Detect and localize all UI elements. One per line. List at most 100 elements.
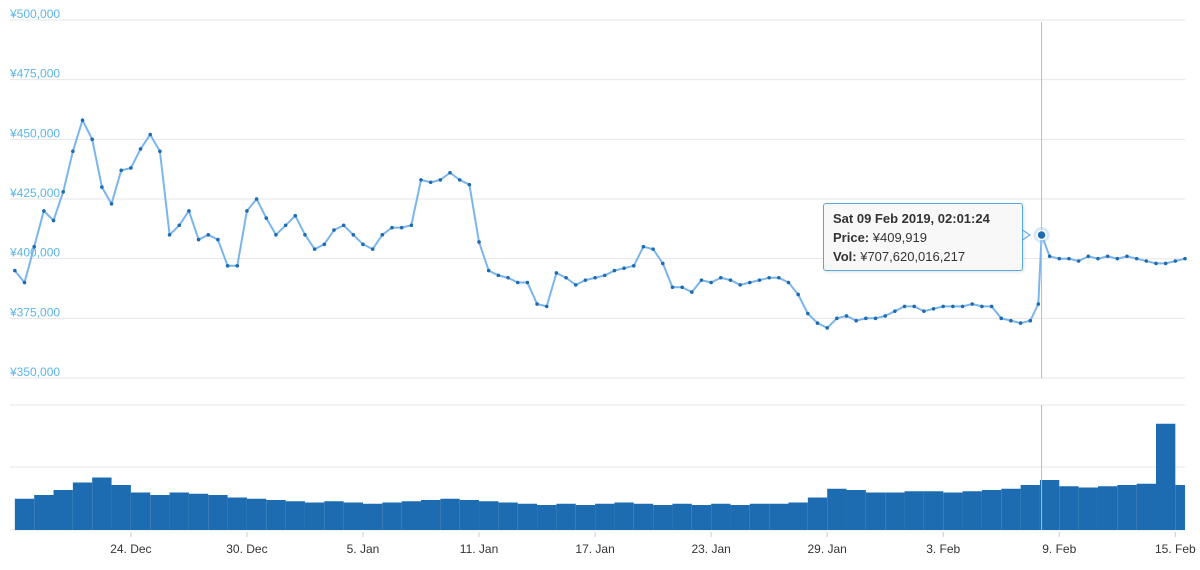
price-point[interactable] <box>1086 254 1091 259</box>
price-point[interactable] <box>864 316 868 321</box>
price-point[interactable] <box>680 285 684 290</box>
volume-bar[interactable] <box>479 501 499 530</box>
price-point[interactable] <box>264 216 269 220</box>
volume-bar[interactable] <box>1155 423 1176 530</box>
price-point[interactable] <box>1096 256 1100 261</box>
price-point[interactable] <box>1144 259 1149 263</box>
volume-bar[interactable] <box>1001 488 1021 530</box>
price-point[interactable] <box>61 190 65 194</box>
price-point[interactable] <box>960 304 965 309</box>
volume-bar[interactable] <box>556 503 576 530</box>
volume-bar[interactable] <box>865 492 886 531</box>
price-point[interactable] <box>283 223 288 228</box>
price-point[interactable] <box>728 278 733 282</box>
price-point[interactable] <box>835 316 839 321</box>
volume-bar[interactable] <box>730 505 750 530</box>
price-point[interactable] <box>651 247 655 251</box>
price-point[interactable] <box>631 264 636 268</box>
price-point[interactable] <box>390 225 394 230</box>
volume-bar[interactable] <box>324 501 344 530</box>
price-point[interactable] <box>912 304 917 309</box>
volume-bar[interactable] <box>92 477 112 531</box>
volume-bar[interactable] <box>440 498 460 530</box>
price-point[interactable] <box>486 268 491 273</box>
price-point[interactable] <box>873 316 878 321</box>
price-point[interactable] <box>370 247 375 251</box>
price-point[interactable] <box>612 268 617 273</box>
price-point[interactable] <box>129 166 133 170</box>
price-point[interactable] <box>148 132 153 137</box>
price-point[interactable] <box>922 309 926 313</box>
price-point[interactable] <box>1154 261 1158 266</box>
volume-bar[interactable] <box>1117 485 1137 530</box>
volume-bar[interactable] <box>653 505 673 530</box>
price-point[interactable] <box>380 233 385 237</box>
price-point[interactable] <box>1115 256 1120 261</box>
price-point[interactable] <box>1067 256 1071 261</box>
volume-bar[interactable] <box>169 492 189 531</box>
price-point[interactable] <box>515 280 520 285</box>
price-point[interactable] <box>796 292 800 297</box>
volume-bar[interactable] <box>788 502 808 531</box>
price-point[interactable] <box>167 233 172 237</box>
volume-bar[interactable] <box>401 501 422 530</box>
price-point[interactable] <box>158 149 162 154</box>
price-point[interactable] <box>506 275 510 280</box>
volume-bar[interactable] <box>227 497 247 531</box>
volume-bar[interactable] <box>769 503 789 530</box>
volume-bar[interactable] <box>188 493 209 530</box>
price-point[interactable] <box>477 240 481 244</box>
price-series[interactable] <box>13 117 1187 330</box>
volume-bar[interactable] <box>53 490 73 530</box>
price-point[interactable] <box>902 304 907 309</box>
price-point[interactable] <box>1134 256 1139 261</box>
price-point[interactable] <box>119 168 124 173</box>
volume-bar[interactable] <box>711 503 731 530</box>
volume-bar[interactable] <box>459 500 480 530</box>
price-point[interactable] <box>777 275 781 280</box>
price-point[interactable] <box>1047 254 1052 259</box>
price-point[interactable] <box>767 275 771 280</box>
price-point[interactable] <box>806 311 810 316</box>
volume-bar[interactable] <box>672 503 692 530</box>
price-point[interactable] <box>22 280 27 285</box>
price-point[interactable] <box>1105 254 1110 259</box>
price-point[interactable] <box>602 273 607 278</box>
price-point[interactable] <box>883 314 888 318</box>
price-point[interactable] <box>593 275 597 280</box>
price-point[interactable] <box>322 242 327 247</box>
volume-bar[interactable] <box>846 490 866 530</box>
price-point[interactable] <box>138 147 143 151</box>
price-point[interactable] <box>583 278 588 282</box>
price-point[interactable] <box>90 137 95 142</box>
volume-bar[interactable] <box>981 490 1002 530</box>
price-point[interactable] <box>699 278 704 282</box>
price-point[interactable] <box>854 318 858 323</box>
volume-bar[interactable] <box>343 502 363 531</box>
price-point[interactable] <box>719 275 723 280</box>
price-point[interactable] <box>1183 256 1187 261</box>
price-point[interactable] <box>109 201 114 206</box>
price-point[interactable] <box>544 304 549 309</box>
price-point[interactable] <box>931 306 936 311</box>
volume-bar[interactable] <box>749 503 770 530</box>
volume-bar[interactable] <box>904 491 924 530</box>
price-point[interactable] <box>1057 256 1062 261</box>
volume-bar[interactable] <box>246 498 267 530</box>
price-point[interactable] <box>970 302 975 306</box>
price-point[interactable] <box>980 304 984 309</box>
price-point[interactable] <box>670 285 675 290</box>
volume-bar[interactable] <box>498 502 518 531</box>
volume-bar[interactable] <box>111 485 131 530</box>
price-point[interactable] <box>312 247 317 251</box>
volume-bar[interactable] <box>266 500 286 530</box>
volume-bar[interactable] <box>807 497 828 531</box>
volume-bar[interactable] <box>633 503 654 530</box>
price-point[interactable] <box>941 304 946 309</box>
volume-bar[interactable] <box>537 505 557 530</box>
price-point[interactable] <box>428 180 433 185</box>
price-point[interactable] <box>1018 321 1023 325</box>
volume-bar[interactable] <box>962 491 982 530</box>
volume-bar[interactable] <box>595 503 615 530</box>
price-point[interactable] <box>573 283 578 287</box>
